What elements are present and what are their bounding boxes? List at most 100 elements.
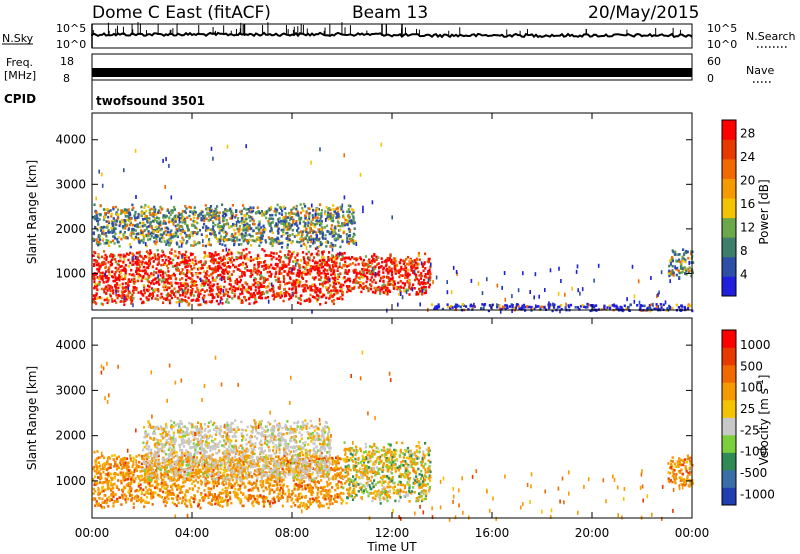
heatmap-cell	[99, 276, 102, 280]
heatmap-cell	[221, 268, 224, 272]
heatmap-cell	[120, 296, 124, 300]
heatmap-cell	[367, 289, 370, 293]
heatmap-cell	[93, 277, 96, 281]
heatmap-cell	[260, 235, 262, 240]
heatmap-cell	[257, 270, 260, 273]
heatmap-cell	[678, 258, 681, 262]
heatmap-cell	[246, 497, 249, 500]
heatmap-cell	[115, 211, 118, 214]
heatmap-cell	[161, 473, 164, 477]
heatmap-cell	[340, 258, 343, 261]
heatmap-cell	[277, 227, 280, 230]
heatmap-cell	[480, 307, 483, 310]
heatmap-cell	[314, 219, 317, 223]
heatmap-cell	[318, 230, 321, 233]
heatmap-cell	[190, 244, 193, 247]
heatmap-cell	[207, 293, 210, 297]
heatmap-cell	[416, 277, 419, 281]
heatmap-cell	[246, 229, 249, 232]
heatmap-cell	[225, 219, 228, 222]
heatmap-cell	[286, 291, 289, 294]
heatmap-cell	[329, 208, 332, 212]
heatmap-cell	[423, 282, 426, 285]
heatmap-cell	[146, 288, 149, 292]
heatmap-cell	[247, 226, 251, 230]
heatmap-cell	[150, 497, 153, 500]
heatmap-cell	[226, 272, 229, 275]
heatmap-cell	[284, 212, 287, 215]
heatmap-cell	[142, 241, 145, 244]
heatmap-cell	[370, 261, 373, 265]
heatmap-cell	[199, 292, 202, 296]
heatmap-cell	[126, 218, 129, 222]
heatmap-cell	[228, 277, 231, 280]
heatmap-cell	[178, 300, 181, 304]
heatmap-cell	[669, 259, 672, 262]
heatmap-cell	[95, 263, 98, 267]
heatmap-cell	[246, 282, 249, 286]
heatmap-cell	[239, 288, 242, 291]
heatmap-cell	[231, 478, 234, 482]
heatmap-cell	[104, 285, 108, 289]
heatmap-cell	[687, 256, 690, 260]
heatmap-cell	[304, 484, 307, 487]
heatmap-cell	[183, 470, 186, 473]
heatmap-cell	[410, 265, 413, 269]
heatmap-cell	[222, 474, 226, 477]
heatmap-cell	[310, 238, 313, 242]
heatmap-cell	[133, 457, 136, 461]
heatmap-cell	[200, 233, 203, 236]
heatmap-cell	[161, 259, 164, 262]
heatmap-cell	[198, 499, 201, 502]
heatmap-cell	[308, 236, 311, 239]
heatmap-cell	[391, 277, 394, 281]
heatmap-cell	[343, 251, 346, 255]
heatmap-cell	[144, 215, 147, 218]
heatmap-cell	[317, 296, 320, 299]
heatmap-cell	[186, 282, 189, 286]
heatmap-cell	[162, 478, 165, 482]
heatmap-cell	[685, 273, 688, 276]
heatmap-cell	[315, 294, 319, 297]
heatmap-cell	[403, 282, 407, 285]
heatmap-cell	[525, 305, 529, 308]
heatmap-cell	[138, 221, 142, 225]
heatmap-cell	[415, 291, 418, 294]
heatmap-cell	[291, 283, 294, 287]
heatmap-cell	[331, 460, 334, 464]
heatmap-cell	[98, 283, 101, 286]
heatmap-cell	[316, 288, 319, 292]
heatmap-cell	[371, 290, 375, 294]
heatmap-cell	[244, 223, 247, 227]
heatmap-cell	[207, 240, 210, 243]
heatmap-cell	[114, 266, 117, 270]
heatmap-cell	[275, 210, 278, 214]
heatmap-cell	[197, 299, 200, 302]
heatmap-cell	[126, 296, 129, 300]
heatmap-cell	[92, 239, 95, 242]
heatmap-cell	[314, 481, 317, 484]
heatmap-cell	[211, 271, 214, 275]
heatmap-cell	[335, 261, 338, 265]
heatmap-cell	[96, 228, 99, 232]
heatmap-cell	[219, 273, 222, 277]
heatmap-cell	[206, 270, 209, 273]
heatmap-cell	[134, 224, 137, 227]
heatmap-cell	[96, 284, 99, 287]
heatmap-cell	[237, 230, 240, 233]
heatmap-cell	[335, 456, 338, 460]
heatmap-cell	[289, 226, 292, 229]
heatmap-cell	[247, 287, 250, 291]
heatmap-cell	[236, 280, 239, 284]
heatmap-cell	[124, 227, 127, 230]
heatmap-cell	[222, 219, 225, 222]
heatmap-cell	[124, 286, 127, 289]
heatmap-cell	[181, 254, 183, 259]
heatmap-cell	[251, 293, 254, 297]
heatmap-cell	[166, 230, 169, 234]
heatmap-cell	[141, 260, 144, 264]
heatmap-cell	[302, 242, 305, 246]
heatmap-cell	[371, 267, 374, 272]
heatmap-cell	[355, 258, 358, 262]
heatmap-cell	[252, 258, 255, 262]
